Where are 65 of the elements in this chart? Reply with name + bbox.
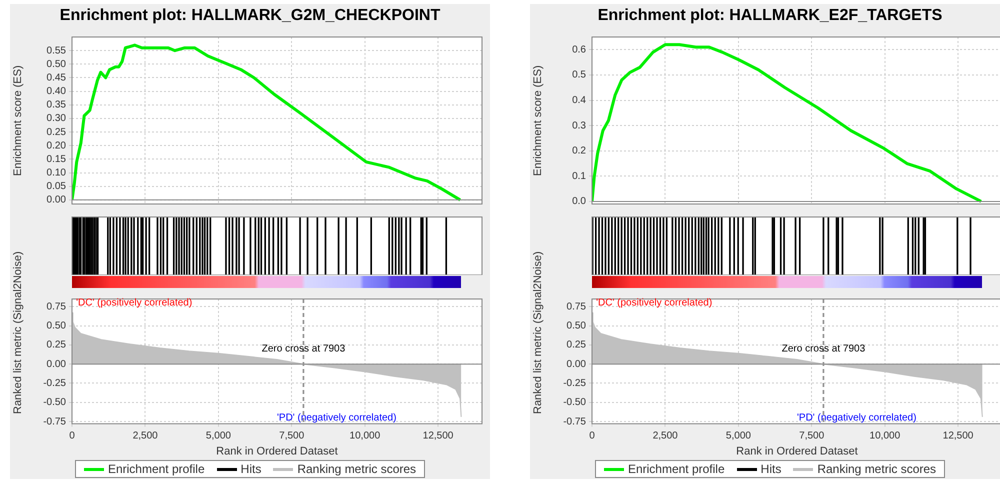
x-tick-label: 12,500 — [422, 430, 454, 442]
y-tick-label: 0.50 — [46, 320, 66, 332]
y-tick-label: 0.30 — [46, 113, 66, 124]
x-tick-label: 2,500 — [132, 430, 158, 442]
y-tick-label: 0.50 — [46, 58, 66, 70]
y-tick-label: 0.1 — [572, 170, 586, 182]
y-tick-label: 0.25 — [46, 126, 66, 138]
annotation: Zero cross at 7903 — [782, 344, 866, 355]
y-tick-label: 0.2 — [572, 146, 586, 157]
y-tick-label: 0.00 — [566, 358, 586, 370]
x-tick-label: 5,000 — [726, 430, 752, 442]
y-tick-label: -0.75 — [563, 416, 586, 428]
text: Hits — [240, 462, 262, 476]
y-tick-label: 0.50 — [566, 320, 586, 332]
y-axis-title: Ranked list metric (Signal2Noise) — [532, 250, 544, 416]
y-tick-label: 0.25 — [566, 340, 586, 351]
y-tick-label: 0.4 — [572, 95, 586, 106]
y-tick-label: 0.3 — [572, 120, 586, 132]
x-tick-label: 7,500 — [799, 430, 825, 442]
y-axis-title: Enrichment score (ES) — [12, 64, 24, 178]
x-tick-label: 12,500 — [942, 430, 974, 442]
y-tick-label: 0.15 — [46, 154, 66, 165]
y-axis-title: Enrichment score (ES) — [532, 64, 544, 178]
x-tick-label: 0 — [69, 430, 76, 442]
y-tick-label: 0.10 — [46, 168, 66, 179]
y-tick-label: 0.20 — [46, 140, 66, 152]
y-tick-label: 0.00 — [46, 358, 66, 370]
x-tick-label: 7,500 — [279, 430, 305, 442]
text: Enrichment profile — [108, 462, 205, 476]
y-tick-label: 0.00 — [46, 194, 66, 206]
y-tick-label: -0.25 — [563, 378, 586, 389]
annotation: Zero cross at 7903 — [262, 344, 346, 355]
x-tick-label: 10,000 — [870, 430, 901, 442]
annotation: 'PD' (negatively correlated) — [277, 412, 396, 424]
annotation: 'DC' (positively correlated) — [76, 297, 192, 308]
x-tick-label: 0 — [589, 430, 596, 442]
y-tick-label: 0.40 — [46, 86, 66, 98]
y-tick-label: -0.50 — [43, 397, 66, 408]
y-tick-label: 0.75 — [566, 301, 586, 312]
y-tick-label: 0.55 — [46, 45, 66, 56]
y-tick-label: 0.5 — [572, 70, 586, 81]
annotation: 'PD' (negatively correlated) — [797, 412, 916, 424]
y-tick-label: -0.25 — [43, 378, 66, 389]
x-tick-label: 2,500 — [652, 430, 678, 442]
y-tick-label: 0.6 — [572, 44, 586, 56]
y-tick-label: 0.0 — [572, 196, 586, 208]
x-axis-title: Rank in Ordered Dataset — [736, 445, 858, 458]
chart-title: Enrichment plot: HALLMARK_E2F_TARGETS — [596, 6, 944, 26]
y-tick-label: 0.75 — [46, 301, 66, 312]
y-tick-label: 0.45 — [46, 72, 66, 84]
legend-label: Ranking metric scores — [816, 462, 936, 476]
y-tick-label: -0.50 — [563, 397, 586, 408]
chart-title: Enrichment plot: HALLMARK_G2M_CHECKPOINT — [58, 6, 442, 26]
y-tick-label: 0.25 — [46, 340, 66, 351]
y-tick-label: 0.05 — [46, 181, 66, 192]
annotation: 'DC' (positively correlated) — [596, 297, 712, 308]
y-axis-title: Ranked list metric (Signal2Noise) — [12, 250, 24, 416]
x-tick-label: 5,000 — [206, 430, 232, 442]
text: Hits — [760, 462, 782, 476]
x-axis-title: Rank in Ordered Dataset — [216, 445, 338, 458]
text: Enrichment profile — [628, 462, 725, 476]
y-tick-label: -0.75 — [43, 416, 66, 428]
y-tick-label: 0.35 — [46, 100, 66, 111]
x-tick-label: 10,000 — [350, 430, 381, 442]
legend-label: Ranking metric scores — [296, 462, 416, 476]
